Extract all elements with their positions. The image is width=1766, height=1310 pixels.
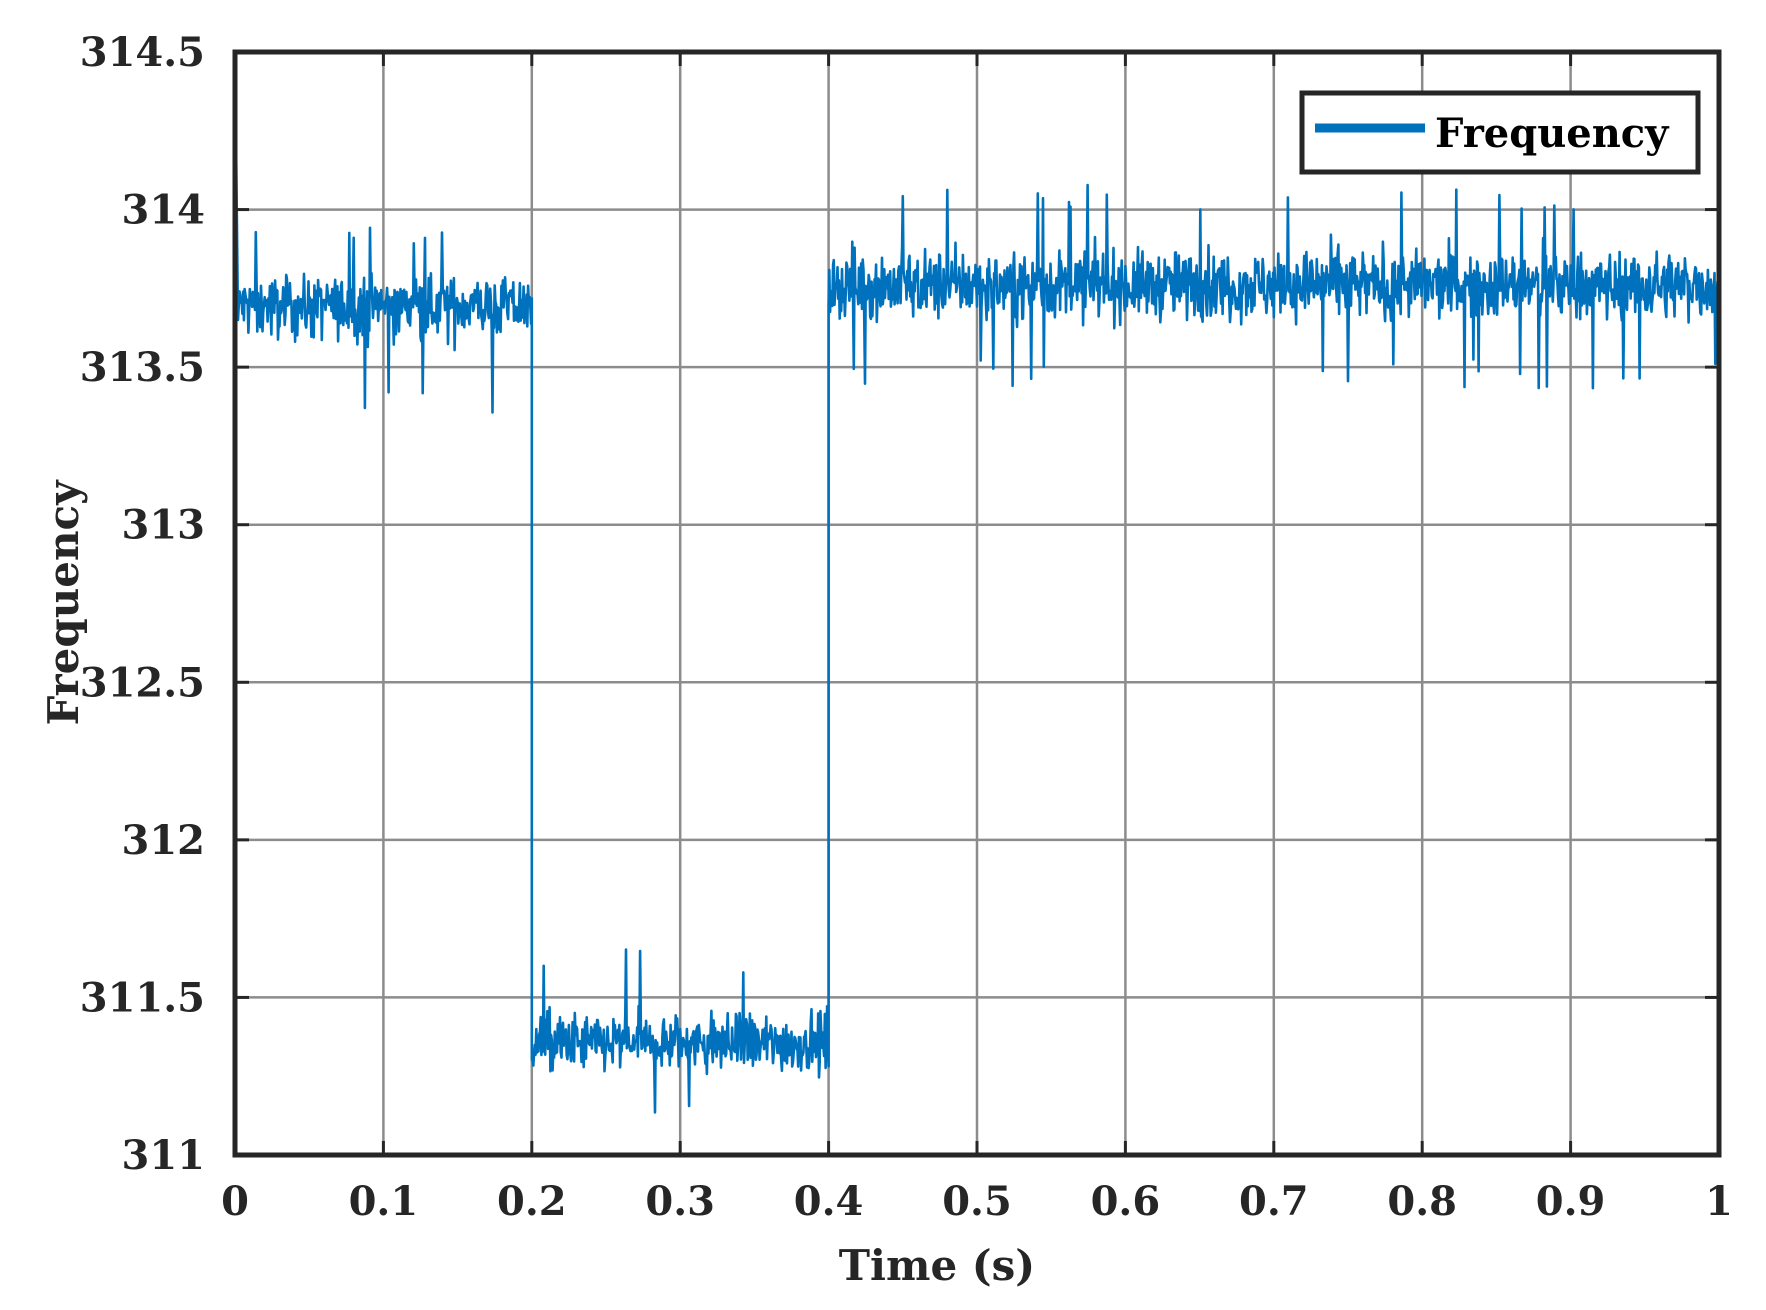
y-tick-label: 314.5 [80,29,205,76]
legend-label-frequency: Frequency [1435,110,1670,157]
y-axis-label: Frequency [39,479,88,726]
y-tick-label: 313 [122,502,206,549]
x-tick-label: 0.5 [942,1178,1012,1225]
series-frequency [233,51,1721,1114]
y-tick-label: 312.5 [80,659,205,706]
legend: Frequency [1299,90,1701,175]
x-tick-label: 0.8 [1387,1178,1457,1225]
x-tick-label: 0.9 [1536,1178,1606,1225]
x-tick-label: 1 [1705,1178,1733,1225]
x-tick-label: 0.2 [497,1178,567,1225]
x-tick-label: 0.6 [1091,1178,1161,1225]
y-tick-label: 311 [122,1132,206,1179]
y-tick-label: 312 [122,817,206,864]
frequency-line [233,51,1721,1114]
x-tick-label: 0 [221,1178,249,1225]
x-tick-label: 0.1 [349,1178,419,1225]
y-axis-ticks: 311 311.5 312 312.5 313 313.5 314 314.5 [80,29,1719,1179]
y-tick-label: 311.5 [80,974,205,1021]
x-tick-label: 0.7 [1239,1178,1309,1225]
x-axis-label: Time (s) [839,1241,1035,1290]
y-tick-label: 313.5 [80,344,205,391]
x-tick-label: 0.4 [794,1178,864,1225]
x-tick-label: 0.3 [645,1178,715,1225]
y-tick-label: 314 [122,187,206,234]
x-axis-ticks: 0 0.1 0.2 0.3 0.4 0.5 0.6 0.7 0.8 0.9 1 [221,52,1733,1225]
grid-lines [235,52,1719,1155]
